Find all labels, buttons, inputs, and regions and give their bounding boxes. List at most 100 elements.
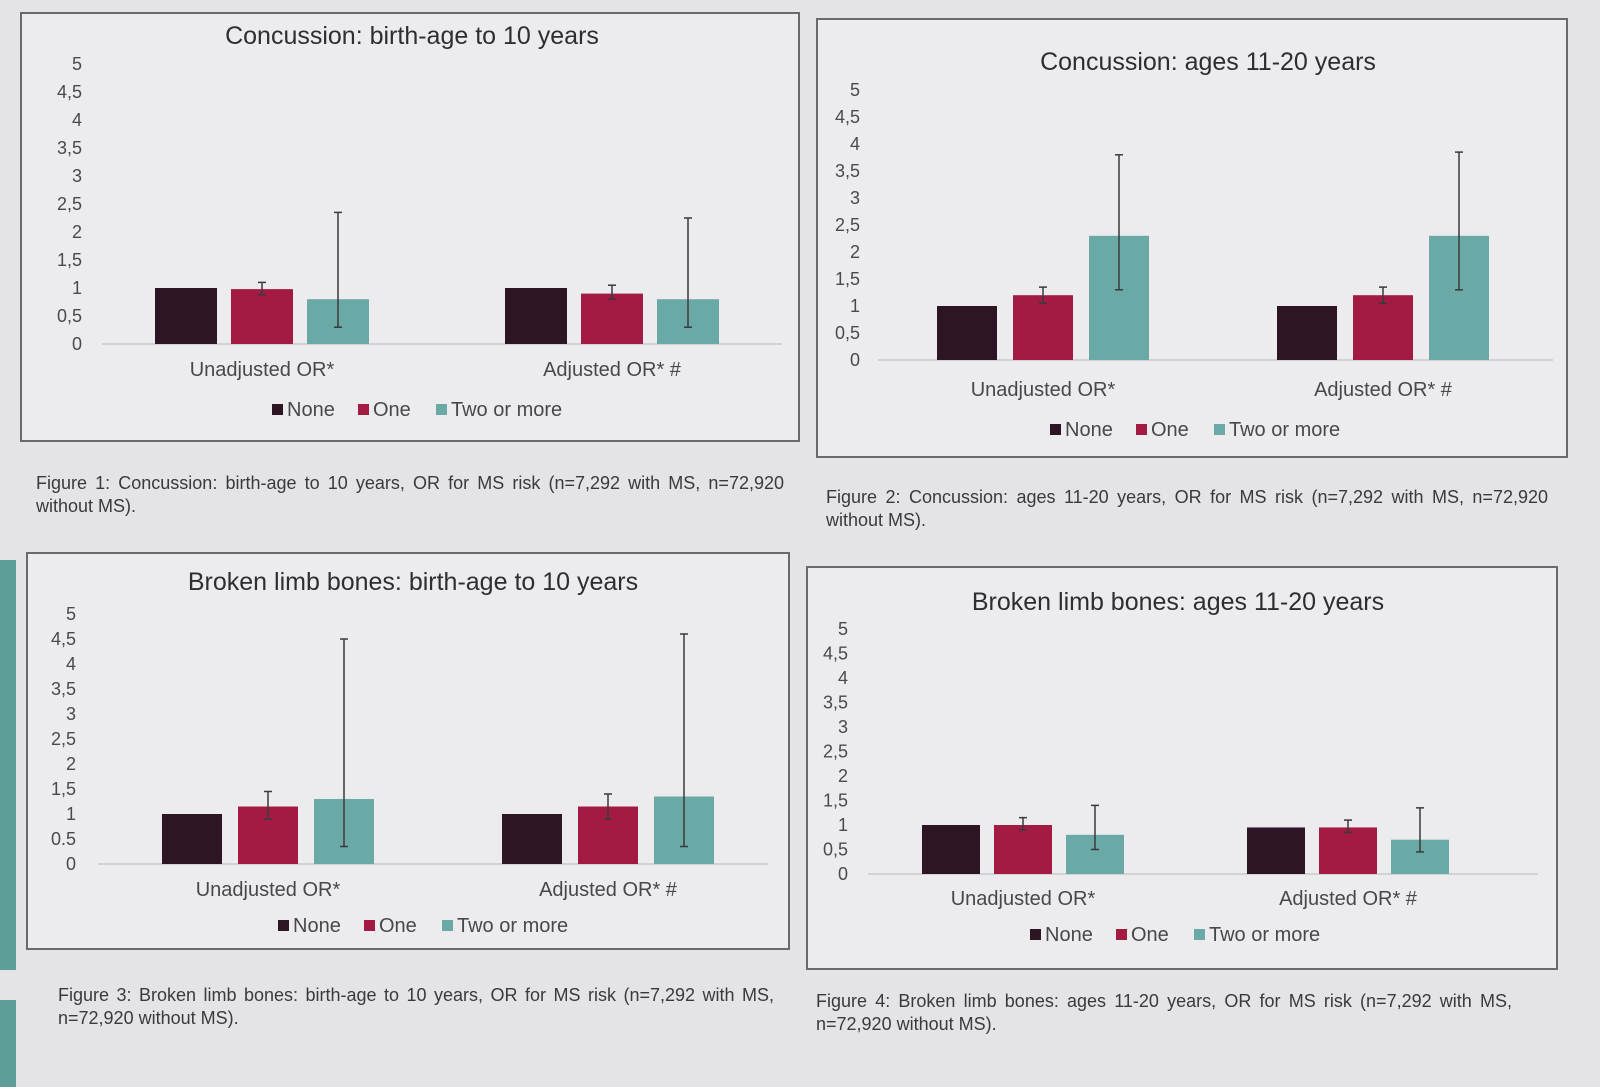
legend-label: Two or more [457, 915, 568, 937]
legend-swatch-two-or-more [436, 404, 447, 415]
y-tick-label: 1 [72, 278, 82, 298]
bar-one [581, 293, 643, 344]
chart-concussion-11-20: Concussion: ages 11-20 years 0 0,5 1 1,5 2 2,5… [835, 48, 1553, 441]
y-tick-label: 3,5 [51, 679, 76, 699]
legend-swatch-none [272, 404, 283, 415]
y-tick-label: 2 [66, 754, 76, 774]
legend-swatch-one [358, 404, 369, 415]
y-tick-label: 3 [72, 166, 82, 186]
legend-swatch-none [1030, 929, 1041, 940]
category-label: Adjusted OR* # [543, 359, 682, 381]
y-tick-label: 2,5 [835, 215, 860, 235]
y-tick-label: 4,5 [57, 82, 82, 102]
legend-swatch-two-or-more [1214, 424, 1225, 435]
legend-swatch-one [1136, 424, 1147, 435]
y-tick-label: 0 [72, 334, 82, 354]
y-tick-label: 1,5 [51, 779, 76, 799]
y-tick-label: 0 [838, 864, 848, 884]
y-tick-label: 2 [72, 222, 82, 242]
bar-one [994, 825, 1052, 874]
chart-panel-concussion-11-20: Concussion: ages 11-20 years 0 0,5 1 1,5 2 2,5… [816, 18, 1568, 458]
bar-one [1319, 827, 1377, 874]
legend-label: None [1065, 419, 1113, 441]
y-tick-label: 5 [72, 54, 82, 74]
y-tick-label: 4 [66, 654, 76, 674]
category-label: Unadjusted OR* [196, 879, 341, 901]
y-tick-label: 5 [838, 619, 848, 639]
y-tick-label: 2,5 [51, 729, 76, 749]
category-label: Unadjusted OR* [190, 359, 335, 381]
y-tick-label: 0 [850, 350, 860, 370]
chart-title: Broken limb bones: ages 11-20 years [972, 588, 1384, 616]
bar-none [1277, 306, 1337, 360]
y-tick-label: 1 [838, 815, 848, 835]
bar-none [937, 306, 997, 360]
y-tick-label: 1 [850, 296, 860, 316]
legend-swatch-two-or-more [1194, 929, 1205, 940]
y-tick-label: 0.5 [51, 829, 76, 849]
chart-panel-broken-bones-0-10: Broken limb bones: birth-age to 10 years… [26, 552, 790, 950]
legend-swatch-one [364, 920, 375, 931]
legend-swatch-one [1116, 929, 1127, 940]
chart-broken-bones-0-10: Broken limb bones: birth-age to 10 years… [51, 568, 768, 937]
category-label: Adjusted OR* # [539, 879, 678, 901]
legend-swatch-two-or-more [442, 920, 453, 931]
y-tick-label: 1,5 [57, 250, 82, 270]
bar-one [1353, 295, 1413, 360]
y-tick-label: 2 [850, 242, 860, 262]
legend-label: One [1151, 419, 1189, 441]
chart-title: Broken limb bones: birth-age to 10 years [188, 568, 638, 596]
y-tick-label: 1,5 [823, 791, 848, 811]
y-tick-label: 1 [66, 804, 76, 824]
y-tick-label: 5 [66, 604, 76, 624]
legend-swatch-none [278, 920, 289, 931]
legend-label: None [293, 915, 341, 937]
legend-label: One [373, 399, 411, 421]
y-tick-label: 3,5 [823, 693, 848, 713]
figure-caption-1: Figure 1: Concussion: birth-age to 10 ye… [36, 473, 784, 516]
teal-accent-strip-top [0, 560, 16, 970]
y-tick-label: 2,5 [57, 194, 82, 214]
y-tick-label: 4,5 [835, 107, 860, 127]
y-tick-label: 5 [850, 80, 860, 100]
bar-none [1247, 827, 1305, 874]
category-label: Adjusted OR* # [1314, 379, 1453, 401]
y-tick-label: 3 [66, 704, 76, 724]
chart-title: Concussion: ages 11-20 years [1040, 48, 1376, 76]
y-tick-label: 0,5 [835, 323, 860, 343]
bar-none [922, 825, 980, 874]
category-label: Unadjusted OR* [951, 888, 1096, 910]
y-tick-label: 4 [850, 134, 860, 154]
y-tick-label: 3,5 [835, 161, 860, 181]
y-tick-label: 4,5 [823, 644, 848, 664]
figure-caption-2: Figure 2: Concussion: ages 11-20 years, … [826, 487, 1548, 530]
bar-one [231, 289, 293, 344]
y-tick-label: 1,5 [835, 269, 860, 289]
y-tick-label: 2 [838, 766, 848, 786]
y-tick-label: 0 [66, 854, 76, 874]
bar-one [1013, 295, 1073, 360]
y-tick-label: 3 [838, 717, 848, 737]
category-label: Unadjusted OR* [971, 379, 1116, 401]
chart-panel-broken-bones-11-20: Broken limb bones: ages 11-20 years 0 0,5 1… [806, 566, 1558, 970]
legend-label: None [1045, 924, 1093, 946]
y-tick-label: 4 [838, 668, 848, 688]
legend-label: None [287, 399, 335, 421]
y-tick-label: 3 [850, 188, 860, 208]
category-label: Adjusted OR* # [1279, 888, 1418, 910]
y-tick-label: 0,5 [823, 840, 848, 860]
figure-caption-4: Figure 4: Broken limb bones: ages 11-20 … [816, 991, 1512, 1034]
legend-label: Two or more [1209, 924, 1320, 946]
chart-concussion-0-10: Concussion: birth-age to 10 years 0 0,5 1 1,… [57, 22, 782, 421]
legend-swatch-none [1050, 424, 1061, 435]
y-tick-label: 4 [72, 110, 82, 130]
figure-caption-3: Figure 3: Broken limb bones: birth-age t… [58, 985, 774, 1028]
y-tick-label: 2,5 [823, 742, 848, 762]
y-tick-label: 0,5 [57, 306, 82, 326]
chart-title: Concussion: birth-age to 10 years [225, 22, 599, 50]
legend-label: Two or more [451, 399, 562, 421]
teal-accent-strip-bottom [0, 1000, 16, 1087]
legend-label: Two or more [1229, 419, 1340, 441]
bar-none [162, 814, 222, 864]
bar-none [505, 288, 567, 344]
